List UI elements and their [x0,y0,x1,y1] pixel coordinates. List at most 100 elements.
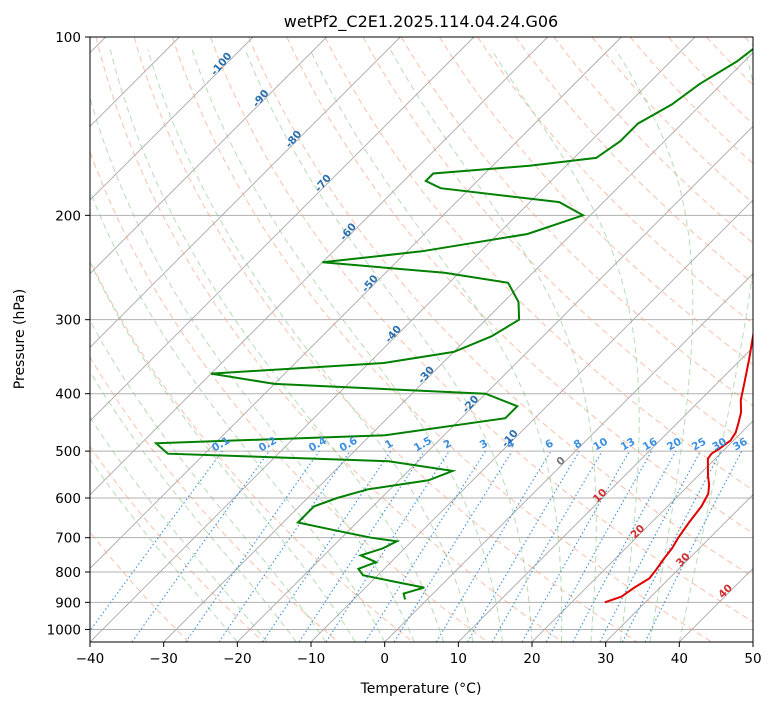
moist-adiabat [678,49,753,642]
moist-adiabat [90,96,415,642]
dry-adiabat [90,445,264,642]
dry-adiabat-label: -40 [383,323,404,345]
x-tick-label: 50 [744,651,761,667]
moist-adiabat [615,49,694,642]
dry-adiabat [362,37,753,449]
chart-title: wetPf2_C2E1.2025.114.04.24.G06 [284,12,558,32]
moist-adiabat [490,49,640,642]
mixing-ratio-line [599,450,701,642]
isotherm--30 [163,52,753,642]
dry-adiabat [90,531,190,642]
contour-layer [90,37,753,642]
dry-adiabat [133,37,638,642]
x-axis: −40 −30 −20 −10 0 10 20 30 40 50 [76,642,762,667]
dry-adiabat [744,37,753,47]
moist-adiabat [389,49,597,642]
moist-adiabat [90,319,327,642]
isotherm--10 [310,199,753,642]
mixing-ratio-line [467,450,580,642]
zero-isotherm-label: 0 [554,454,567,468]
moist-adiabat [244,49,533,642]
isotherm--20 [237,125,753,642]
moist-adiabat [309,49,563,642]
mixing-ratio-line [364,450,486,642]
mixing-ratio-label: 2 [442,437,454,451]
dry-adiabat-label: -20 [460,393,481,415]
isotherm--80 [90,37,401,348]
dry-adiabat [591,37,753,204]
dewpoint-profile [153,47,753,600]
mixing-ratio-line [298,450,425,642]
x-tick-label: 10 [450,651,467,667]
moist-adiabat [90,260,356,642]
mixing-ratio-line [131,450,270,642]
y-tick-label: 800 [55,565,81,581]
isotherm-0 [384,273,753,642]
mixing-ratio-line [644,450,743,642]
y-tick-label: 200 [55,208,81,224]
isotherm-40 [679,567,753,642]
y-tick-label: 1000 [47,622,81,638]
moist-adiabat-label: 20 [628,522,647,541]
mixing-ratio-line [325,450,450,642]
y-axis-label: Pressure (hPa) [12,289,28,389]
mixing-ratio-line [185,450,320,642]
y-tick-label: 700 [55,531,81,547]
dry-adiabat [171,37,712,642]
dry-adiabat [400,37,753,407]
mixing-ratio-line [218,450,351,642]
isotherm--50 [90,37,622,569]
grid-layer [90,37,753,642]
dry-adiabat [210,37,753,623]
dry-adiabat-label: -10 [499,428,520,450]
x-tick-label: −20 [223,651,252,667]
dry-adiabat [90,150,488,642]
moist-adiabat-label: 40 [716,582,735,601]
y-axis: 100 200 300 400 500 600 700 800 900 1000 [47,30,90,638]
x-axis-label: Temperature (°C) [360,681,482,697]
series-layer [153,47,753,604]
moist-adiabat [147,49,474,642]
plot-frame [89,36,754,643]
dry-adiabat-label: -100 [208,50,234,78]
moist-adiabat [109,49,445,642]
moist-adiabat [90,416,268,642]
mixing-ratio-label: 6 [543,437,555,451]
dry-adiabat [438,37,753,366]
dry-adiabat [553,37,753,244]
moist-adiabat [90,189,386,642]
x-tick-label: −10 [297,651,326,667]
moist-adiabat [191,49,503,642]
moist-adiabat [90,370,297,642]
dry-adiabat [90,259,414,642]
x-tick-label: −30 [149,651,178,667]
dry-adiabat [90,356,339,642]
mixing-ratio-line [90,450,223,632]
x-tick-label: 20 [523,651,540,667]
y-tick-label: 500 [55,444,81,460]
x-tick-label: 30 [597,651,614,667]
dry-adiabat-label: -80 [283,128,304,150]
dry-adiabat [95,37,563,642]
isotherm-30 [605,494,753,642]
isotherm--40 [90,37,696,642]
isotherm--70 [90,37,475,422]
dry-adiabat-label: -50 [360,273,381,295]
dry-adiabat [324,37,753,491]
dry-adiabat [706,37,753,86]
isotherm-10 [458,346,753,642]
y-tick-label: 600 [55,491,81,507]
contour-label-layer: 0.1 0.2 0.4 0.6 1 1.5 2 3 4 6 8 10 13 16 20 25 30 36-100-… [208,50,749,601]
dry-adiabat [248,37,753,578]
y-tick-label: 900 [55,595,81,611]
isotherm--90 [90,37,327,275]
isotherm--60 [90,37,548,496]
mixing-ratio-line [572,450,677,642]
dry-adiabat-label: -30 [416,364,437,386]
x-tick-label: −40 [76,651,105,667]
mixing-ratio-line [545,450,653,642]
y-tick-label: 400 [55,387,81,403]
mixing-ratio-line [393,450,513,642]
dry-adiabat-label: -70 [313,172,334,194]
